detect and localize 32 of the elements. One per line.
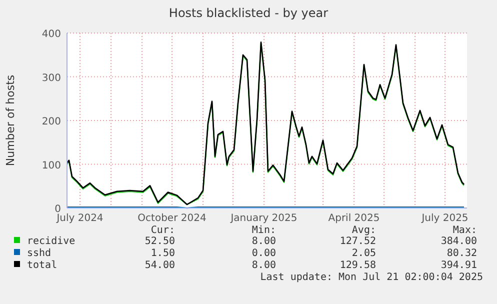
x-tick-label: October 2024 — [138, 213, 206, 224]
text: Min: — [252, 225, 276, 236]
x-tick-label: January 2025 — [230, 213, 298, 224]
text: 1.50 — [150, 248, 175, 259]
text: Max: — [452, 225, 477, 236]
text: Avg: — [352, 225, 376, 236]
text: 127.52 — [340, 236, 376, 247]
y-tick-label: 0 — [54, 204, 61, 215]
text: 54.00 — [144, 260, 175, 271]
text: 80.32 — [446, 248, 477, 259]
legend-label: total — [27, 260, 58, 271]
y-tick-label: 100 — [42, 160, 61, 172]
text: Cur: — [150, 225, 175, 236]
x-tick-label: April 2025 — [328, 213, 380, 224]
legend-label: recidive — [27, 236, 76, 247]
x-tick-label: July 2025 — [420, 213, 468, 224]
chart-title: Hosts blacklisted - by year — [168, 6, 328, 20]
x-tick-label: July 2024 — [56, 213, 104, 224]
legend-label: sshd — [27, 248, 52, 259]
text: 8.00 — [252, 236, 276, 247]
y-tick-label: 200 — [42, 116, 61, 128]
text: 0.00 — [252, 248, 276, 259]
text: 8.00 — [252, 260, 276, 271]
text: 384.00 — [440, 236, 477, 247]
text: 52.50 — [144, 236, 175, 247]
text: 129.58 — [340, 260, 376, 271]
y-axis-title: Number of hosts — [4, 74, 17, 166]
y-tick-label: 300 — [42, 72, 61, 84]
text: 394.91 — [440, 260, 477, 271]
text: 2.05 — [352, 248, 376, 259]
text: Last update: Mon Jul 21 02:00:04 2025 — [260, 272, 483, 283]
y-tick-label: 400 — [42, 29, 61, 40]
